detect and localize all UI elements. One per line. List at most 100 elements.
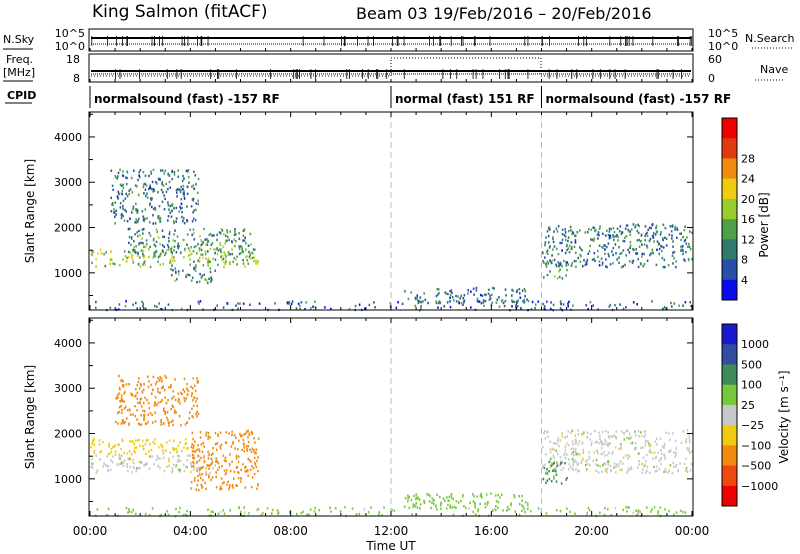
velocity-cell — [618, 462, 621, 465]
power-cell — [589, 244, 591, 248]
velocity-cell — [93, 451, 95, 455]
power-cell — [691, 257, 693, 261]
velocity-cell — [194, 450, 197, 453]
power-cell — [193, 238, 196, 241]
power-cell — [188, 274, 191, 277]
velocity-cell — [523, 507, 526, 511]
power-cell — [608, 254, 610, 258]
power-cell — [202, 256, 204, 260]
power-cell — [197, 177, 200, 181]
velocity-cell — [597, 451, 599, 455]
velocity-cell — [674, 439, 677, 443]
velocity-cell — [192, 456, 194, 460]
power-cell — [231, 252, 233, 256]
power-cell — [127, 227, 130, 231]
velocity-cell — [575, 468, 577, 471]
power-cell — [516, 305, 519, 308]
power-cell — [455, 294, 457, 298]
power-cell — [213, 248, 215, 251]
power-cell — [472, 287, 475, 290]
power-cell — [163, 245, 165, 249]
velocity-cell — [197, 474, 199, 478]
x-tick-label: 16:00 — [474, 524, 509, 538]
velocity-cell — [549, 458, 552, 461]
power-cell — [122, 207, 124, 211]
velocity-cell — [600, 447, 603, 450]
velocity-cell — [172, 448, 175, 452]
power-cell — [117, 308, 120, 311]
power-cell — [144, 174, 147, 177]
velocity-cell — [218, 466, 221, 469]
velocity-cell — [163, 407, 165, 410]
power-cell — [485, 293, 487, 297]
power-cell — [242, 234, 245, 237]
velocity-cell — [581, 458, 584, 461]
velocity-cell — [270, 512, 273, 515]
power-cell — [644, 225, 647, 228]
power-cell — [167, 236, 170, 240]
power-cell — [629, 244, 632, 247]
velocity-cell — [92, 462, 94, 466]
velocity-cell — [162, 386, 164, 389]
power-cell — [189, 258, 191, 261]
power-cell — [130, 176, 133, 180]
velocity-cell — [148, 513, 151, 517]
power-cell — [129, 251, 131, 254]
velocity-cell — [219, 511, 222, 514]
power-cell — [158, 302, 160, 305]
velocity-cell — [629, 437, 632, 440]
velocity-cell — [429, 495, 431, 498]
velocity-cell — [186, 387, 188, 391]
velocity-cell — [611, 452, 614, 455]
power-cell — [553, 275, 556, 278]
power-cell — [445, 292, 448, 295]
power-cell — [685, 242, 688, 245]
power-cell — [171, 178, 173, 181]
velocity-cell — [190, 445, 193, 449]
velocity-cell — [192, 460, 194, 464]
velocity-cell — [439, 495, 441, 499]
velocity-cell — [190, 462, 192, 466]
velocity-cell — [591, 441, 593, 444]
power-cell — [629, 230, 632, 233]
power-cell — [646, 234, 649, 238]
velocity-cell — [308, 513, 310, 516]
velocity-cell — [120, 397, 123, 400]
velocity-cell — [559, 439, 561, 442]
velocity-colorbar-swatch — [722, 485, 737, 507]
power-cell — [153, 253, 156, 256]
velocity-cell — [210, 457, 213, 460]
power-cell — [173, 233, 175, 236]
velocity-cell — [139, 466, 141, 470]
velocity-cell — [164, 374, 166, 378]
power-cell — [158, 205, 161, 208]
velocity-cell — [663, 455, 666, 458]
velocity-cell — [208, 467, 210, 470]
velocity-cell — [126, 463, 128, 466]
velocity-cell — [95, 454, 97, 457]
power-cell — [180, 202, 183, 205]
velocity-cell — [635, 509, 637, 512]
power-cell — [628, 260, 631, 263]
power-cell — [566, 243, 568, 247]
velocity-cell — [112, 455, 114, 458]
velocity-cell — [147, 421, 149, 424]
power-cell — [92, 250, 94, 253]
velocity-cell — [570, 452, 573, 456]
power-cell — [462, 303, 464, 306]
velocity-cell — [126, 452, 129, 455]
power-cell — [173, 207, 175, 210]
power-cell — [142, 249, 145, 253]
power-cell — [233, 233, 236, 237]
power-cell — [618, 246, 620, 249]
power-cell — [112, 203, 114, 207]
power-cell — [593, 226, 596, 230]
power-cell — [516, 290, 518, 293]
velocity-cell — [656, 437, 658, 440]
velocity-cell — [641, 462, 643, 466]
power-cell — [226, 229, 228, 232]
velocity-cell — [635, 447, 638, 450]
velocity-cell — [486, 503, 489, 506]
power-cell — [95, 306, 97, 310]
power-cell — [111, 184, 114, 187]
